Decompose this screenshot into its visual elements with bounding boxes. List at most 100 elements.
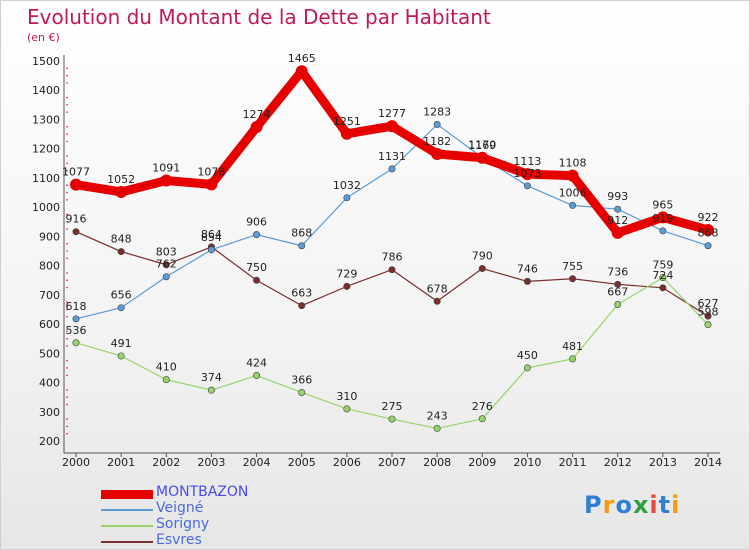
x-tick-label: 2009 <box>468 456 496 469</box>
logo-letter: o <box>615 491 633 519</box>
data-label: 868 <box>698 227 719 240</box>
data-point <box>523 277 531 285</box>
x-tick-label: 2014 <box>694 456 722 469</box>
data-label: 1283 <box>423 105 451 118</box>
data-label: 919 <box>652 212 673 225</box>
data-point <box>162 376 170 384</box>
x-tick-label: 2012 <box>604 456 632 469</box>
y-minor-tick <box>66 308 68 311</box>
data-point <box>659 284 667 292</box>
data-point <box>253 231 261 239</box>
data-point <box>205 178 218 191</box>
y-minor-tick <box>66 74 68 77</box>
data-point <box>250 121 263 134</box>
data-label: 243 <box>427 409 448 422</box>
data-point <box>569 355 577 363</box>
x-tick-label: 2008 <box>423 456 451 469</box>
data-point <box>478 415 486 423</box>
data-point <box>72 228 80 236</box>
data-label: 627 <box>698 297 719 310</box>
data-point <box>70 178 82 191</box>
data-label: 1113 <box>513 155 541 168</box>
data-point <box>523 364 531 372</box>
data-point <box>340 127 353 140</box>
x-tick-label: 2004 <box>243 456 271 469</box>
data-label: 1078 <box>197 165 225 178</box>
data-label: 450 <box>517 349 538 362</box>
y-minor-tick <box>66 389 68 391</box>
data-label: 965 <box>652 198 673 211</box>
y-tick-label: 1100 <box>32 172 60 185</box>
y-minor-tick <box>66 140 68 143</box>
legend-swatch <box>101 489 153 499</box>
y-minor-tick <box>66 250 68 252</box>
y-minor-tick <box>66 337 68 340</box>
data-label: 275 <box>382 400 403 413</box>
data-point <box>476 151 489 164</box>
y-minor-tick <box>66 220 68 223</box>
data-label: 1052 <box>107 173 135 186</box>
y-minor-tick <box>66 184 68 187</box>
legend-label: Veigné <box>156 500 204 516</box>
data-point <box>298 302 306 310</box>
data-point <box>433 424 441 432</box>
y-tick-label: 300 <box>39 406 60 419</box>
legend-swatch <box>101 509 153 511</box>
data-label: 310 <box>336 390 357 403</box>
y-minor-tick <box>66 286 68 289</box>
data-label: 536 <box>66 324 87 337</box>
y-tick-label: 400 <box>39 377 60 390</box>
data-label: 1108 <box>559 157 587 170</box>
data-point <box>431 147 444 160</box>
data-label: 1277 <box>378 107 406 120</box>
data-label: 1131 <box>378 150 406 163</box>
legend-swatch <box>101 525 153 527</box>
y-minor-tick <box>66 96 68 99</box>
logo-letter: x <box>632 491 650 519</box>
data-label: 786 <box>382 251 403 264</box>
data-point <box>298 388 306 396</box>
data-point <box>343 282 351 290</box>
y-minor-tick <box>66 359 68 362</box>
y-minor-tick <box>66 169 68 172</box>
chart-subtitle: (en €) <box>27 31 60 44</box>
data-label: 993 <box>607 190 628 203</box>
data-point <box>388 165 396 173</box>
y-minor-tick <box>66 213 68 216</box>
x-tick-label: 2007 <box>378 456 406 469</box>
data-point <box>207 386 215 394</box>
data-label: 864 <box>201 228 222 241</box>
data-point <box>523 182 531 190</box>
data-point <box>611 226 624 239</box>
data-label: 481 <box>562 340 583 353</box>
y-tick-label: 1000 <box>32 201 60 214</box>
y-tick-label: 200 <box>39 435 60 448</box>
y-minor-tick <box>66 191 68 194</box>
data-point <box>614 280 622 288</box>
y-minor-tick <box>66 396 68 398</box>
data-label: 1465 <box>288 52 316 65</box>
logo-letter: t <box>658 491 672 519</box>
x-tick-label: 2010 <box>513 456 541 469</box>
legend-label: MONTBAZON <box>156 484 249 500</box>
data-label: 755 <box>562 260 583 273</box>
y-minor-tick <box>66 418 68 420</box>
y-tick-label: 1200 <box>32 143 60 156</box>
data-point <box>659 227 667 235</box>
y-tick-label: 1300 <box>32 113 60 126</box>
y-minor-tick <box>66 403 68 406</box>
data-label: 1073 <box>513 167 541 180</box>
data-label: 746 <box>517 262 538 275</box>
data-label: 848 <box>111 233 132 246</box>
data-point <box>298 242 306 250</box>
y-tick-label: 700 <box>39 289 60 302</box>
data-point <box>614 205 622 213</box>
data-point <box>207 246 215 254</box>
y-minor-tick <box>66 315 68 318</box>
data-point <box>704 312 712 320</box>
data-point <box>702 223 714 236</box>
data-label: 410 <box>156 361 177 374</box>
data-point <box>659 274 667 282</box>
data-label: 724 <box>652 269 673 282</box>
